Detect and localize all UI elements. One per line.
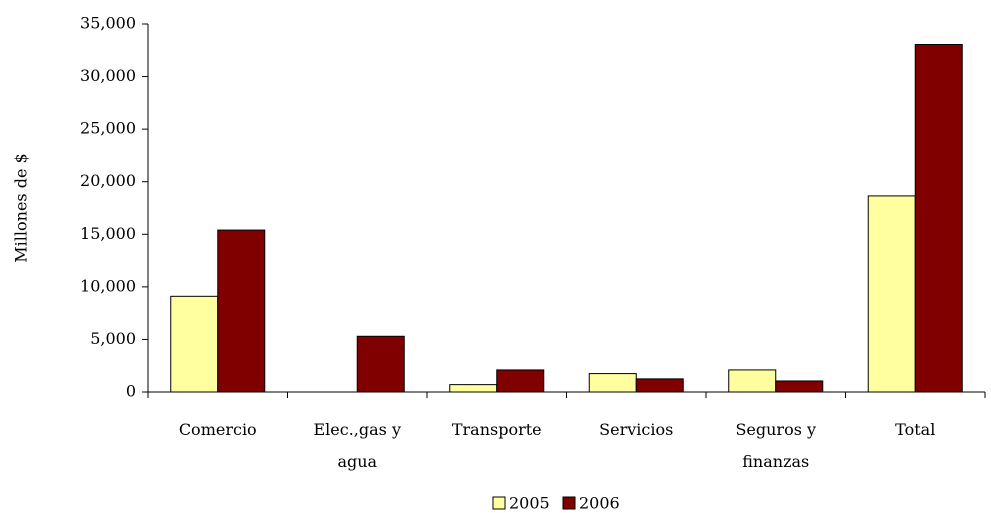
y-tick-label: 0 — [126, 382, 136, 401]
x-tick-label: Servicios — [599, 420, 674, 439]
x-tick-label: Elec.,gas y agua — [313, 420, 401, 471]
legend-swatch — [492, 496, 506, 510]
bar — [914, 44, 963, 393]
x-tick-label: Transporte — [451, 420, 542, 439]
bar — [775, 380, 824, 393]
x-tick-label: Total — [895, 420, 936, 439]
y-tick-label: 15,000 — [80, 224, 136, 243]
y-axis-label: Millones de $ — [12, 153, 31, 262]
bar — [496, 369, 545, 393]
bar — [635, 378, 684, 393]
y-tick-label: 35,000 — [80, 14, 136, 33]
bar — [449, 384, 498, 393]
y-tick-label: 10,000 — [80, 276, 136, 295]
legend-label: 2005 — [509, 494, 550, 513]
bar — [356, 335, 405, 393]
y-tick-label: 20,000 — [80, 171, 136, 190]
bar — [728, 369, 777, 393]
bar — [588, 373, 637, 393]
legend-swatch — [562, 496, 576, 510]
y-tick-label: 25,000 — [80, 119, 136, 138]
y-tick-label: 5,000 — [90, 329, 136, 348]
x-tick-label: Comercio — [178, 420, 257, 439]
bar — [170, 295, 219, 393]
y-tick-label: 30,000 — [80, 66, 136, 85]
bar — [217, 229, 266, 393]
legend-label: 2006 — [579, 494, 620, 513]
x-tick-label: Seguros y finanzas — [735, 420, 817, 471]
bar — [867, 195, 916, 393]
